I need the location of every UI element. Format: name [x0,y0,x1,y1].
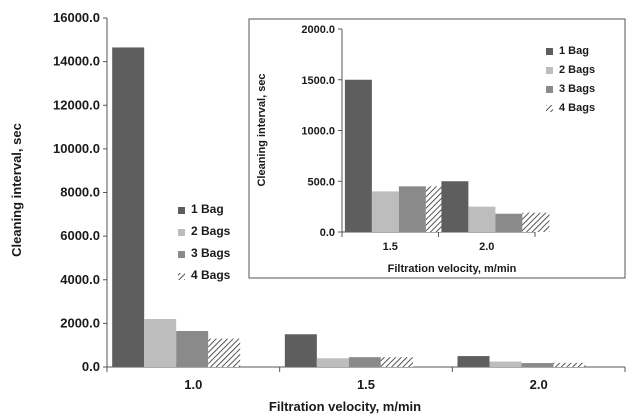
inset-tick-labels: 0.0 500.0 1000.0 1500.0 2000.0 1.5 2.0 [301,24,494,253]
main-bar-4-bags-1.0 [208,338,241,367]
inset-bars [344,79,550,232]
main-bar-1-bag-1.5 [284,334,317,367]
main-y-tick-label: 4000.0 [60,272,100,287]
main-legend-swatch [178,273,185,280]
main-y-tick-label: 2000.0 [60,315,100,330]
main-bar-4-bags-2.0 [553,362,586,367]
main-legend-swatch [178,207,185,214]
main-y-tick-label: 0.0 [82,359,100,374]
main-legend-label: 1 Bag [191,202,224,216]
inset-bar-1-bag-2.0 [441,181,469,232]
main-bar-3-bags-1.5 [348,357,381,367]
inset-bar-1-bag-1.5 [344,79,372,232]
inset-bar-3-bags-1.5 [398,186,426,232]
inset-x-tick-label: 1.5 [383,241,398,253]
main-bar-2-bags-2.0 [489,361,522,367]
main-legend-label: 3 Bags [191,246,231,260]
main-tick-labels: 0.0 2000.0 4000.0 6000.0 8000.0 10000.0 12000.… [53,10,548,392]
inset-chart: 0.0 500.0 1000.0 1500.0 2000.0 1.5 2.0 Filtrat… [248,18,626,279]
inset-legend-label: 4 Bags [559,102,595,114]
inset-legend-label: 3 Bags [559,83,595,95]
inset-y-tick-label: 1000.0 [301,126,335,138]
main-y-tick-label: 12000.0 [53,97,100,112]
inset-frame [248,18,626,279]
main-bar-3-bags-1.0 [176,331,209,367]
main-y-axis-title: Cleaning interval, sec [9,123,24,257]
inset-y-tick-label: 2000.0 [301,24,335,36]
main-y-tick-label: 16000.0 [53,10,100,25]
inset-legend-swatch [546,86,553,93]
main-x-tick-label: 1.5 [357,377,375,392]
inset-bar-2-bags-2.0 [468,206,496,232]
main-y-tick-label: 6000.0 [60,228,100,243]
main-y-tick-label: 10000.0 [53,141,100,156]
inset-legend-swatch [546,48,553,55]
inset-bar-2-bags-1.5 [371,191,399,232]
inset-x-tick-label: 2.0 [479,241,494,253]
main-bar-2-bags-1.5 [316,358,349,367]
main-x-tick-label: 2.0 [530,377,548,392]
inset-x-axis-title: Filtration velocity, m/min [388,263,517,275]
inset-y-axis-title: Cleaning interval, sec [256,73,268,186]
main-x-tick-label: 1.0 [184,377,202,392]
main-bars [112,47,586,368]
inset-y-tick-label: 0.0 [320,227,335,239]
main-legend-label: 2 Bags [191,224,231,238]
main-legend: 1 Bag 2 Bags 3 Bags 4 Bags [172,195,244,289]
main-y-tick-label: 8000.0 [60,185,100,200]
main-legend-label: 4 Bags [191,268,231,282]
main-bar-4-bags-1.5 [380,357,413,367]
main-x-axis-title: Filtration velocity, m/min [269,399,421,414]
main-legend-swatch [178,251,185,258]
inset-y-tick-label: 1500.0 [301,75,335,87]
inset-legend-label: 2 Bags [559,64,595,76]
inset-bar-4-bags-2.0 [522,212,550,232]
inset-bar-3-bags-2.0 [495,213,523,232]
inset-legend-label: 1 Bag [559,45,589,57]
main-chart: 0.0 2000.0 4000.0 6000.0 8000.0 10000.0 12000.… [9,10,626,414]
main-bar-2-bags-1.0 [144,319,177,367]
main-y-tick-label: 14000.0 [53,54,100,69]
inset-legend-swatch [546,67,553,74]
inset-y-tick-label: 500.0 [307,176,335,188]
main-legend-swatch [178,229,185,236]
main-bar-1-bag-1.0 [112,47,145,368]
inset-legend: 1 Bag 2 Bags 3 Bags 4 Bags [546,45,595,114]
inset-legend-swatch [546,105,553,112]
main-bar-1-bag-2.0 [457,356,490,367]
main-bar-3-bags-2.0 [521,363,554,367]
